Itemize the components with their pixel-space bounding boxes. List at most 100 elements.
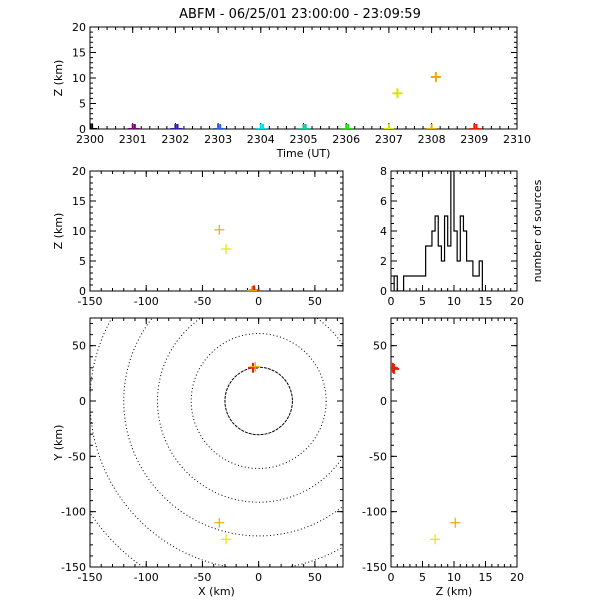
time_height-point (257, 124, 268, 129)
height_y-xtick-label: 20 (510, 571, 524, 584)
plan_view-ytick-label: 50 (72, 340, 86, 353)
time_height-xlabel: Time (UT) (276, 147, 331, 160)
time_height-point (298, 124, 309, 129)
histogram-bin (419, 276, 422, 291)
time_height-point (341, 124, 352, 129)
x_height-panel: -150 -100 -50 0 50 0 5 10 15 20 Z (km) (52, 165, 344, 308)
time_height-point (90, 124, 98, 129)
histogram-bin (479, 261, 482, 291)
plan_view-ytick-label: -150 (61, 561, 86, 574)
height_y-ytick-label: 0 (380, 395, 387, 408)
time_height-point (255, 124, 266, 129)
plan_view-point (250, 361, 261, 372)
histogram-bin (435, 216, 438, 291)
plan_view-ytick-label: -50 (68, 450, 86, 463)
plan_view-frame (89, 317, 344, 568)
x_height-ytick-label: 15 (72, 195, 86, 208)
plan_view-xtick-label: 50 (308, 571, 322, 584)
range-ring (190, 333, 327, 469)
histogram-bin (445, 216, 448, 291)
height_histogram-xtick-label: 20 (510, 295, 524, 308)
histogram-bin (451, 171, 454, 291)
time_height-ytick-label: 0 (79, 123, 86, 136)
time_height-point (430, 71, 441, 82)
range-ring (156, 318, 343, 503)
height_histogram-ytick-label: 0 (380, 285, 387, 298)
x_height-ytick-label: 5 (79, 255, 86, 268)
time_height-point (469, 124, 480, 129)
plan_view-xtick-label: -100 (134, 571, 159, 584)
histogram-bin (416, 276, 419, 291)
histogram-bin (407, 276, 410, 291)
height_y-panel: 0 5 10 15 20 -150 -100 -50 0 50 Z (km) (362, 317, 524, 598)
time_height-ytick-label: 20 (72, 21, 86, 34)
height_histogram-xtick-label: 10 (447, 295, 461, 308)
range-ring (123, 318, 343, 537)
histogram-bin (432, 231, 435, 291)
time_height-point (471, 124, 482, 129)
histogram-bin (454, 231, 457, 291)
x_height-ylabel: Z (km) (52, 213, 65, 250)
x_height-ytick-label: 10 (72, 225, 86, 238)
height_y-frame (390, 317, 518, 568)
time_height-xtick-label: 2306 (332, 133, 360, 146)
height_histogram-ytick-label: 2 (380, 255, 387, 268)
time_height-point (170, 124, 181, 129)
time_height-point (172, 124, 183, 129)
height_histogram-plot-area (393, 171, 486, 291)
height_y-ytick-label: -100 (362, 506, 387, 519)
time_height-ytick-label: 15 (72, 47, 86, 60)
time_height-xtick-label: 2307 (375, 133, 403, 146)
time_height-xtick-label: 2308 (418, 133, 446, 146)
height_histogram-xtick-label: 5 (419, 295, 426, 308)
figure-title: ABFM - 06/25/01 23:00:00 - 23:09:59 (179, 7, 421, 22)
height_histogram-xtick-label: 15 (479, 295, 493, 308)
x_height-xtick-label: -100 (134, 295, 159, 308)
time_height-point (129, 124, 140, 129)
height_y-plot-area (391, 362, 461, 545)
height_y-point (450, 517, 461, 528)
histogram-step-line (393, 171, 486, 291)
height_y-ytick-label: 50 (373, 340, 387, 353)
range-ring (90, 511, 144, 567)
height_histogram-ytick-label: 4 (380, 225, 387, 238)
range-ring (90, 318, 343, 567)
time_height-xtick-label: 2305 (290, 133, 318, 146)
time_height-xtick-label: 2304 (247, 133, 275, 146)
x_height-xtick-label: 0 (255, 295, 262, 308)
histogram-bin (470, 261, 473, 291)
plan_view-panel: -150 -100 -50 0 50 -150 -100 -50 0 50 X (km) Y (km) (52, 317, 344, 598)
time_height-xtick-label: 2303 (204, 133, 232, 146)
time_height-ytick-label: 10 (72, 72, 86, 85)
plan_view-point (214, 517, 225, 528)
height_histogram-ytick-label: 6 (380, 195, 387, 208)
time_height-point (300, 124, 311, 129)
histogram-bin (448, 246, 451, 291)
height_y-point (391, 363, 400, 374)
x_height-frame (89, 170, 344, 292)
x_height-point (248, 286, 259, 291)
plan_view-xtick-label: -150 (78, 571, 103, 584)
plan_view-ytick-label: 0 (79, 395, 86, 408)
height_histogram-xtick-label: 0 (388, 295, 395, 308)
time_height-xtick-label: 2309 (460, 133, 488, 146)
height_y-xtick-label: 15 (479, 571, 493, 584)
histogram-bin (394, 276, 397, 291)
x_height-point (221, 244, 232, 254)
time_height-ytick-label: 5 (79, 98, 86, 111)
time_height-point (127, 124, 138, 129)
height_y-xtick-label: 10 (447, 571, 461, 584)
x_height-ytick-label: 0 (79, 285, 86, 298)
x_height-ytick-label: 20 (72, 165, 86, 178)
histogram-bin (441, 261, 444, 291)
time_height-point (383, 124, 394, 129)
time_height-frame (89, 26, 518, 130)
height_y-point (391, 362, 398, 373)
height_y-xlabel: Z (km) (436, 585, 473, 598)
time_height-point (392, 88, 403, 99)
time_height-xtick-label: 2301 (119, 133, 147, 146)
time_height-xtick-label: 2302 (161, 133, 189, 146)
histogram-bin (438, 246, 441, 291)
plan_view-point (221, 534, 232, 545)
